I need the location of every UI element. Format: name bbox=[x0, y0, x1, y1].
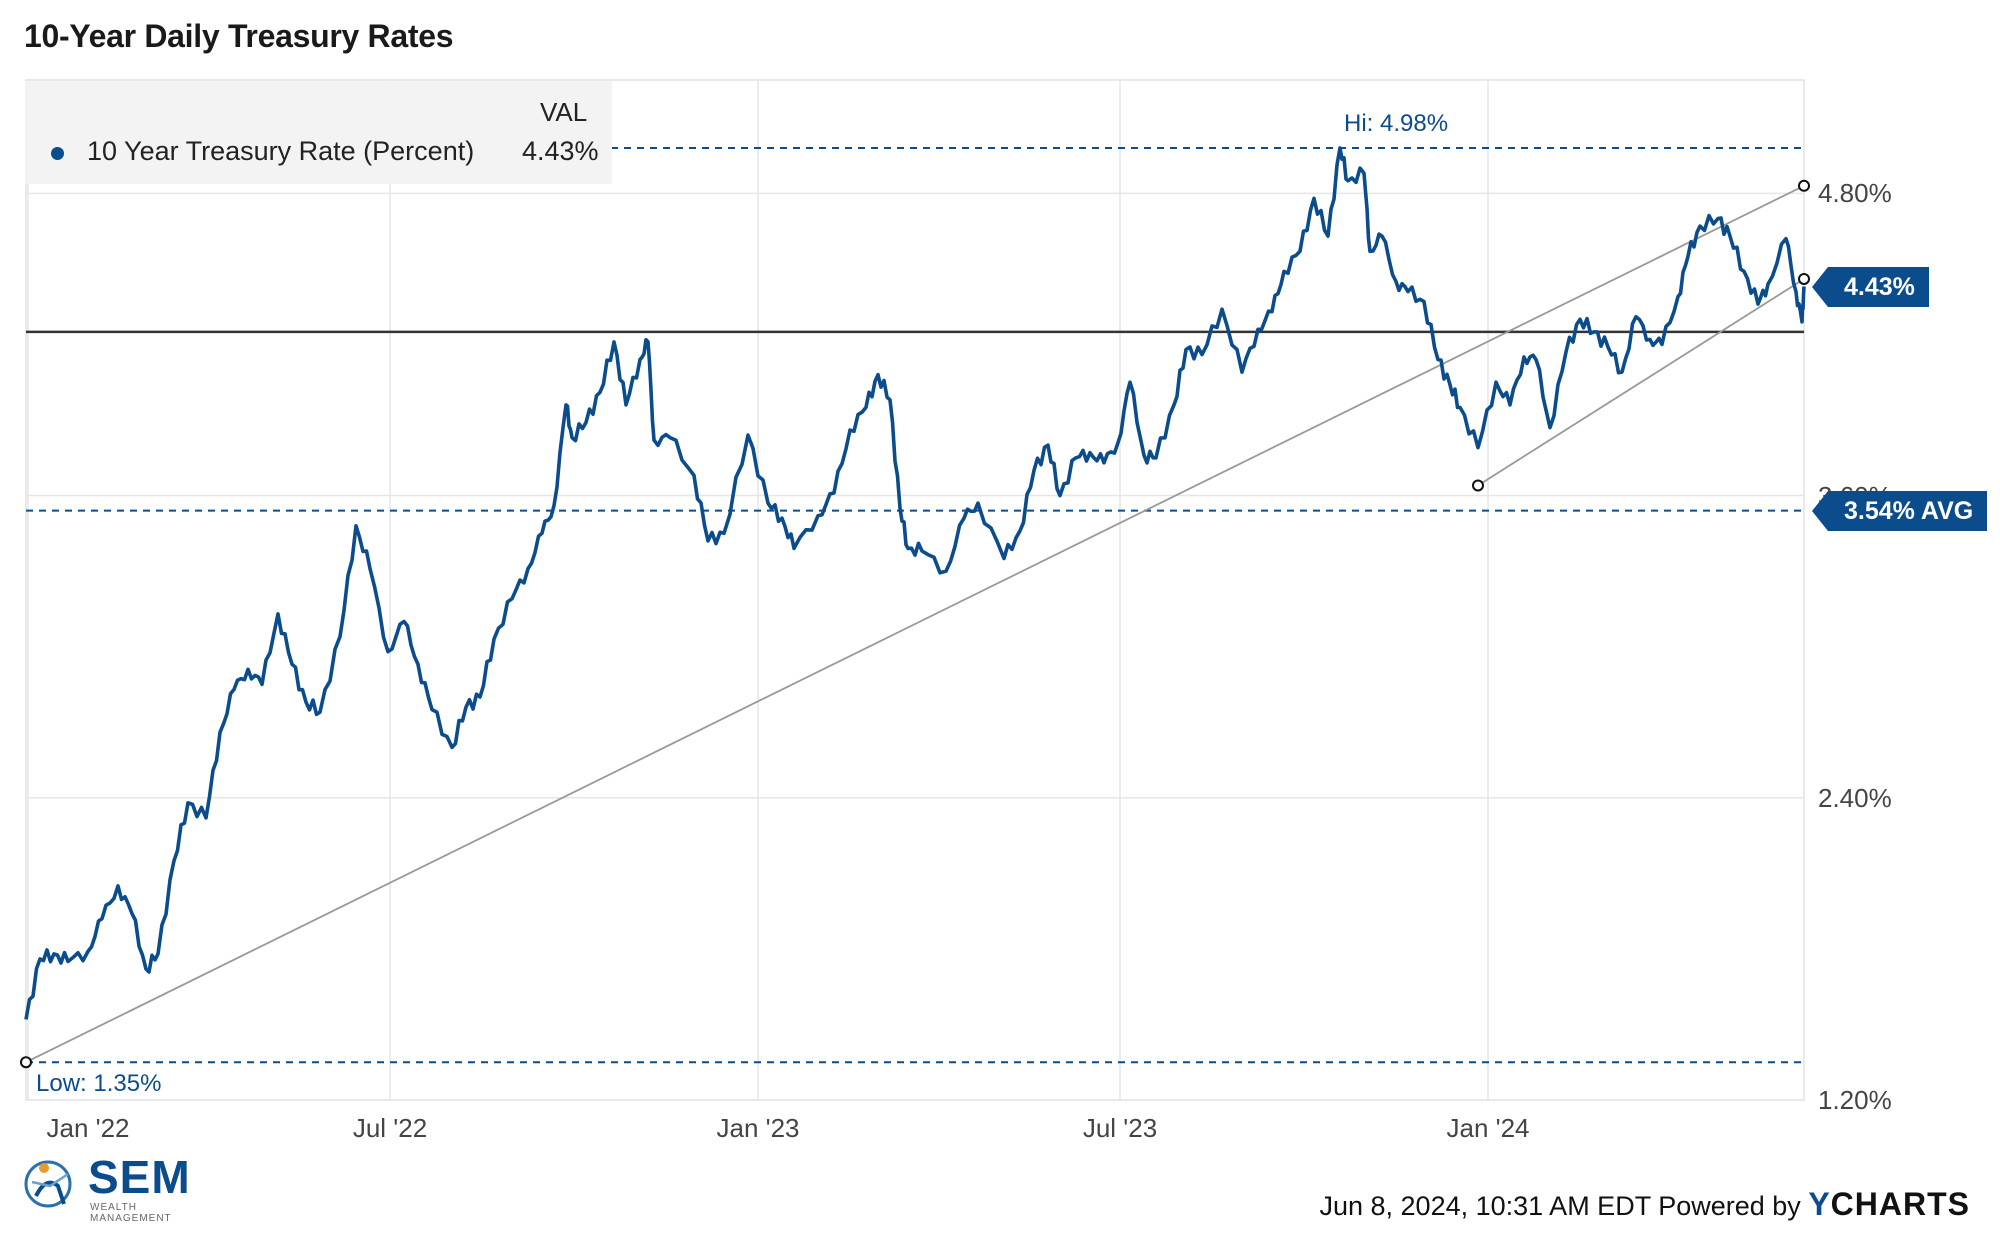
last-value-flag: 4.43% bbox=[1812, 266, 1929, 307]
low-annotation: Low: 1.35% bbox=[36, 1070, 162, 1098]
trend-lines bbox=[25, 184, 1805, 1064]
high-annotation: Hi: 4.98% bbox=[1344, 110, 1449, 137]
sem-logo-text: SEM bbox=[88, 1151, 191, 1203]
x-tick-label: Jan '23 bbox=[716, 1113, 800, 1143]
trend-endpoint bbox=[1798, 272, 1810, 285]
footer-powered-by: Powered by bbox=[1658, 1191, 1801, 1221]
trend-endpoint bbox=[1472, 479, 1484, 492]
sem-logo-tagline: WEALTH MANAGEMENT bbox=[90, 1202, 172, 1224]
series-line-10y-treasury bbox=[24, 146, 1806, 1020]
x-tick-label: Jan '22 bbox=[46, 1113, 130, 1143]
legend-series-name: 10 Year Treasury Rate (Percent) bbox=[87, 136, 475, 166]
average-flag: 3.54% AVG bbox=[1811, 490, 1988, 531]
footer-timestamp: Jun 8, 2024, 10:31 AM EDT bbox=[1319, 1191, 1651, 1221]
x-tick-label: Jul '22 bbox=[352, 1113, 428, 1143]
x-tick-label: Jul '23 bbox=[1082, 1113, 1158, 1143]
sem-logo: SEM WEALTH MANAGEMENT bbox=[24, 1150, 214, 1224]
trend-endpoint bbox=[1798, 179, 1810, 192]
trend-line bbox=[25, 184, 1805, 1064]
y-tick-label: 1.20% bbox=[1818, 1085, 1892, 1115]
legend-series-value: 4.43% bbox=[522, 136, 599, 166]
chart-title: 10-Year Daily Treasury Rates bbox=[24, 18, 454, 54]
trend-markers bbox=[20, 179, 1810, 1069]
ycharts-logo-text: CHARTS bbox=[1830, 1186, 1970, 1222]
grid bbox=[25, 79, 1805, 1101]
legend: VAL 10 Year Treasury Rate (Percent) 4.43… bbox=[25, 81, 612, 184]
reference-lines bbox=[26, 147, 1804, 1064]
trend-endpoint bbox=[20, 1056, 32, 1069]
plot-border bbox=[25, 79, 1805, 1101]
legend-dot-icon bbox=[51, 147, 64, 160]
ycharts-logo-y: Y bbox=[1808, 1186, 1831, 1222]
sem-logo-mark-icon bbox=[24, 1160, 72, 1208]
ycharts-logo: YCHARTS bbox=[1808, 1186, 1970, 1222]
trend-line bbox=[1477, 278, 1805, 487]
x-tick-label: Jan '24 bbox=[1446, 1113, 1530, 1143]
footer: Jun 8, 2024, 10:31 AM EDT Powered by YCH… bbox=[1319, 1186, 1970, 1223]
y-tick-label: 4.80% bbox=[1818, 178, 1892, 209]
legend-header: VAL bbox=[540, 97, 588, 127]
y-tick-label: 2.40% bbox=[1818, 782, 1892, 813]
